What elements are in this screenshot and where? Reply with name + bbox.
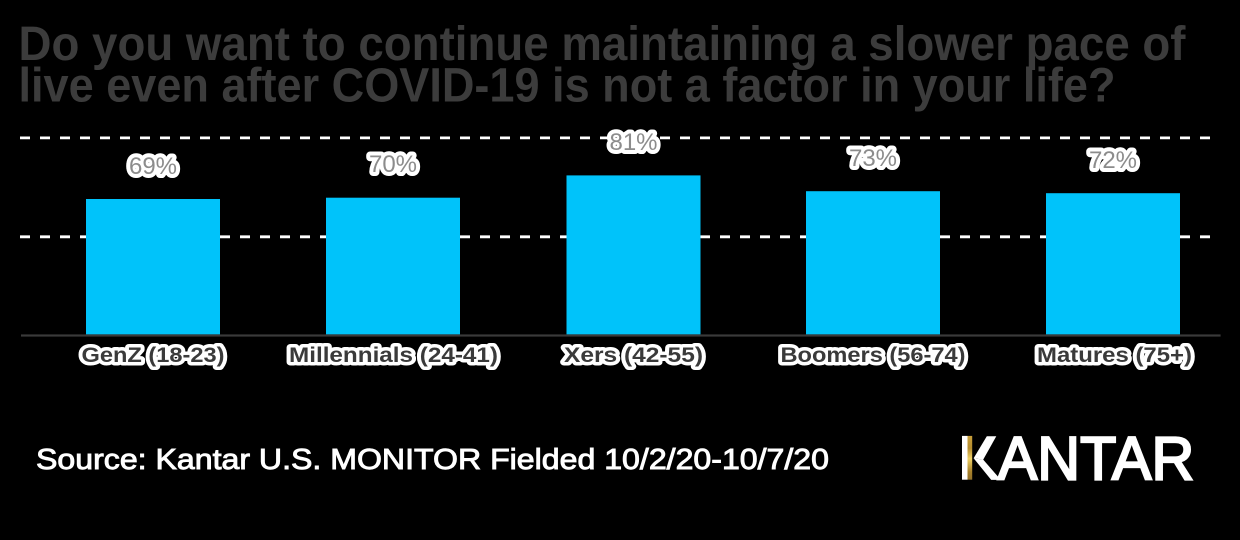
svg-text:70%: 70% bbox=[369, 151, 417, 178]
svg-text:Do you want to continue mainta: Do you want to continue maintaining a sl… bbox=[19, 18, 1187, 71]
svg-text:69%: 69% bbox=[129, 153, 177, 180]
svg-text:81%: 81% bbox=[609, 129, 657, 156]
svg-text:Millennials (24-41): Millennials (24-41) bbox=[289, 344, 498, 367]
svg-text:72%: 72% bbox=[1089, 147, 1137, 174]
svg-text:live even after COVID-19 is no: live even after COVID-19 is not a factor… bbox=[19, 60, 1116, 113]
svg-text:Source: Kantar U.S. MONITOR Fi: Source: Kantar U.S. MONITOR Fielded 10/2… bbox=[36, 444, 829, 476]
svg-text:73%: 73% bbox=[849, 145, 897, 172]
svg-text:ANTAR: ANTAR bbox=[998, 424, 1195, 492]
svg-text:Xers (42-55): Xers (42-55) bbox=[564, 344, 703, 367]
svg-text:Matures (75+): Matures (75+) bbox=[1037, 344, 1192, 367]
svg-text:GenZ (18-23): GenZ (18-23) bbox=[82, 344, 225, 367]
svg-text:Boomers (56-74): Boomers (56-74) bbox=[781, 344, 966, 367]
